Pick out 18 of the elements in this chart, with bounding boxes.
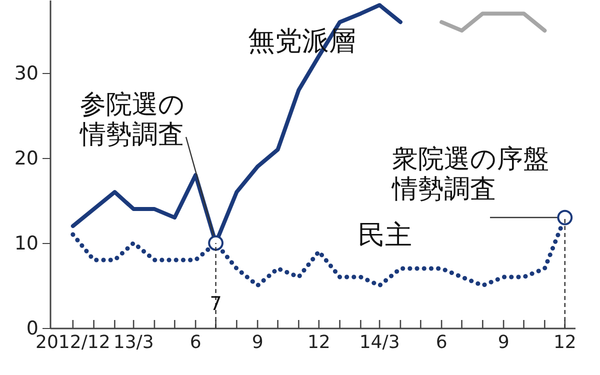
y-tick-label: 20 — [14, 148, 38, 170]
y-tick-label: 10 — [14, 232, 38, 255]
x-tick-label: 14/3 — [359, 332, 400, 353]
annotation: 参院選の情勢調査 — [78, 90, 185, 150]
ref-line-label: 7 — [210, 293, 222, 315]
x-tick-label: 9 — [498, 332, 510, 353]
annotation: 衆院選の序盤情勢調査 — [390, 144, 549, 205]
x-tick-label: 2012/12 — [36, 332, 110, 353]
x-tick-label: 13/3 — [113, 332, 154, 353]
x-tick-label: 9 — [252, 332, 264, 353]
y-tick-label: 0 — [26, 318, 38, 340]
x-tick-label: 6 — [436, 332, 448, 353]
y-tick-label: 30 — [14, 62, 38, 85]
series-label: 民主 — [358, 220, 412, 251]
x-tick-label: 12 — [307, 332, 330, 353]
x-tick-label: 12 — [553, 332, 576, 353]
x-tick-label: 6 — [190, 332, 202, 353]
series-label: 無党派層 — [248, 26, 356, 57]
